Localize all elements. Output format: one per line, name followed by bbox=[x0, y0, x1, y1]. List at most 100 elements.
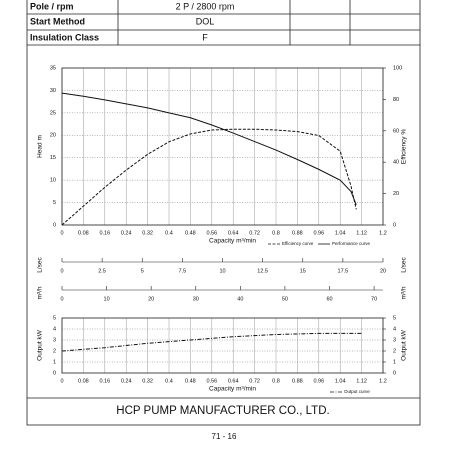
scale-tick-label: 17.5 bbox=[338, 268, 349, 274]
page-frame bbox=[26, 0, 421, 426]
x-tick-label: 0.48 bbox=[185, 230, 196, 236]
x-tick-label: 0 bbox=[60, 230, 63, 236]
x-tick-label: 1.12 bbox=[356, 230, 367, 236]
scale-tick-label: 60 bbox=[326, 296, 332, 302]
y2-axis-label: Efficiency % bbox=[401, 129, 408, 165]
y-axis-label: Head m bbox=[37, 135, 44, 158]
y2-tick-label: 5 bbox=[393, 315, 396, 321]
x-tick-label: 0.4 bbox=[165, 378, 173, 384]
scale-label: L/sec bbox=[37, 256, 44, 272]
scale-label: m³/h bbox=[401, 286, 408, 299]
scale-tick-label: 30 bbox=[193, 296, 199, 302]
table-label: Pole / rpm bbox=[30, 1, 74, 11]
y-tick-label: 20 bbox=[50, 133, 56, 139]
legend-label: Efficiency curve bbox=[282, 241, 314, 246]
scale-label: m³/h bbox=[37, 286, 44, 299]
x-tick-label: 1.2 bbox=[379, 230, 387, 236]
scale-tick-label: 20 bbox=[148, 296, 154, 302]
y-tick-label: 10 bbox=[50, 178, 56, 184]
x-tick-label: 0.16 bbox=[99, 230, 110, 236]
scale-tick-label: 70 bbox=[371, 296, 377, 302]
scale-tick-label: 2.5 bbox=[98, 268, 106, 274]
y2-tick-label: 4 bbox=[393, 326, 396, 332]
series-line bbox=[61, 128, 357, 226]
x-tick-label: 0.64 bbox=[228, 378, 239, 384]
table-value: DOL bbox=[196, 16, 215, 26]
y-tick-label: 4 bbox=[53, 326, 56, 332]
scale-label: L/sec bbox=[401, 256, 408, 272]
scale-tick-label: 12.5 bbox=[257, 268, 268, 274]
table-label: Start Method bbox=[30, 16, 85, 26]
x-tick-label: 0 bbox=[60, 378, 63, 384]
x-tick-label: 0.24 bbox=[121, 378, 132, 384]
scale-tick-label: 5 bbox=[141, 268, 144, 274]
x-tick-label: 0.64 bbox=[228, 230, 239, 236]
x-tick-label: 1.2 bbox=[379, 378, 387, 384]
y2-tick-label: 100 bbox=[393, 65, 402, 71]
y-tick-label: 30 bbox=[50, 88, 56, 94]
y-tick-label: 1 bbox=[53, 359, 56, 365]
x-tick-label: 0.4 bbox=[165, 230, 173, 236]
y-tick-label: 35 bbox=[50, 65, 56, 71]
y2-tick-label: 2 bbox=[393, 348, 396, 354]
table-label: Insulation Class bbox=[30, 32, 99, 42]
y2-tick-label: 0 bbox=[393, 370, 396, 376]
scale-tick-label: 0 bbox=[60, 268, 63, 274]
plot-frame bbox=[61, 67, 384, 226]
y2-tick-label: 3 bbox=[393, 337, 396, 343]
x-tick-label: 0.32 bbox=[142, 378, 153, 384]
x-axis-label: Capacity m³/min bbox=[209, 238, 256, 245]
x-tick-label: 0.8 bbox=[272, 230, 280, 236]
y-tick-label: 25 bbox=[50, 110, 56, 116]
x-tick-label: 1.04 bbox=[335, 230, 346, 236]
x-tick-label: 0.72 bbox=[249, 378, 260, 384]
scale-tick-label: 10 bbox=[219, 268, 225, 274]
y2-tick-label: 0 bbox=[393, 222, 396, 228]
x-tick-label: 0.96 bbox=[313, 378, 324, 384]
x-tick-label: 0.48 bbox=[185, 378, 196, 384]
y-tick-label: 0 bbox=[53, 222, 56, 228]
y-tick-label: 5 bbox=[53, 200, 56, 206]
x-tick-label: 0.56 bbox=[206, 378, 217, 384]
x-axis-label: Capacity m³/min bbox=[209, 386, 256, 393]
scale-tick-label: 15 bbox=[300, 268, 306, 274]
x-tick-label: 0.8 bbox=[272, 378, 280, 384]
x-tick-label: 0.88 bbox=[292, 378, 303, 384]
x-tick-label: 0.72 bbox=[249, 230, 260, 236]
x-tick-label: 0.96 bbox=[313, 230, 324, 236]
scale-tick-label: 20 bbox=[380, 268, 386, 274]
legend-label: Performance curve bbox=[332, 241, 371, 246]
plot-frame bbox=[61, 317, 384, 374]
x-tick-label: 0.08 bbox=[78, 230, 89, 236]
series-line bbox=[61, 332, 362, 352]
table-value: 2 P / 2800 rpm bbox=[176, 1, 235, 11]
y2-tick-label: 80 bbox=[393, 97, 399, 103]
x-tick-label: 0.16 bbox=[99, 378, 110, 384]
page-number: 71 - 16 bbox=[212, 432, 237, 441]
x-tick-label: 0.08 bbox=[78, 378, 89, 384]
x-tick-label: 1.04 bbox=[335, 378, 346, 384]
y2-tick-label: 20 bbox=[393, 191, 399, 197]
x-tick-label: 0.88 bbox=[292, 230, 303, 236]
y2-tick-label: 1 bbox=[393, 359, 396, 365]
table-value: F bbox=[202, 32, 208, 42]
y-tick-label: 15 bbox=[50, 155, 56, 161]
y2-tick-label: 40 bbox=[393, 160, 399, 166]
x-tick-label: 0.24 bbox=[121, 230, 132, 236]
y-axis-label: Output kW bbox=[37, 329, 44, 361]
scale-tick-label: 10 bbox=[104, 296, 110, 302]
company-name: HCP PUMP MANUFACTURER CO., LTD. bbox=[116, 405, 329, 417]
scale-tick-label: 40 bbox=[237, 296, 243, 302]
y2-axis-label: Output kW bbox=[401, 329, 408, 361]
y-tick-label: 2 bbox=[53, 348, 56, 354]
y-tick-label: 5 bbox=[53, 315, 56, 321]
x-tick-label: 0.56 bbox=[206, 230, 217, 236]
scale-tick-label: 7.5 bbox=[179, 268, 187, 274]
legend-label: Output curve bbox=[344, 389, 370, 394]
y2-tick-label: 60 bbox=[393, 128, 399, 134]
y-tick-label: 0 bbox=[53, 370, 56, 376]
x-tick-label: 1.12 bbox=[356, 378, 367, 384]
series-line bbox=[61, 92, 357, 205]
scale-tick-label: 0 bbox=[60, 296, 63, 302]
